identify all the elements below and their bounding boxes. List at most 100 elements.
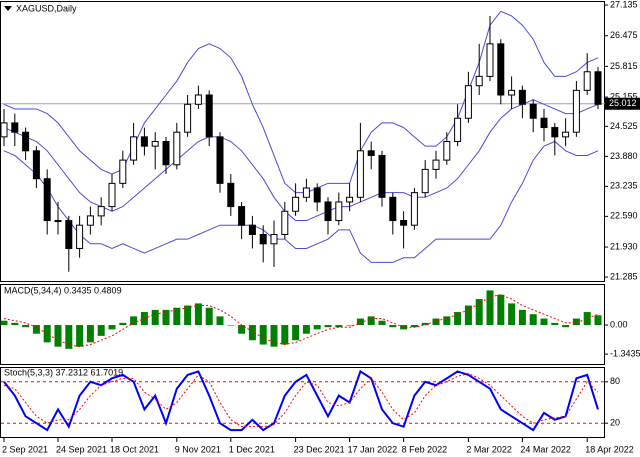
macd-bar <box>54 325 62 347</box>
y-tick-label: 0.00 <box>610 319 628 329</box>
candle-body <box>140 136 148 147</box>
stoch-panel <box>0 367 605 438</box>
macd-bar <box>313 325 321 330</box>
y-tick-label: 25.155 <box>610 91 638 101</box>
y-tick-label: -1.3435 <box>610 348 640 358</box>
macd-bar <box>378 320 386 326</box>
candle-body <box>562 131 570 138</box>
candle-body <box>540 117 548 129</box>
macd-bar <box>281 325 289 345</box>
x-tick-label: 24 Mar 2022 <box>520 444 571 454</box>
candle-body <box>443 141 451 161</box>
candle-body <box>389 196 397 222</box>
macd-bar <box>572 318 580 326</box>
candle-body <box>572 89 580 133</box>
macd-bar <box>130 316 138 326</box>
macd-bar <box>248 325 256 341</box>
candle-body <box>238 206 246 226</box>
macd-bar <box>529 314 537 326</box>
candle-body <box>486 43 494 77</box>
macd-bar <box>11 322 19 326</box>
candle-body <box>173 131 181 166</box>
macd-bar <box>76 325 84 347</box>
macd-bar <box>119 322 127 326</box>
candle-body <box>292 196 300 212</box>
candle-body <box>432 159 440 170</box>
macd-bar <box>292 325 300 341</box>
macd-bar <box>518 309 526 326</box>
macd-bar <box>486 290 494 326</box>
y-tick-label: 23.880 <box>610 151 638 161</box>
macd-bar <box>367 316 375 326</box>
candle-body <box>54 220 62 223</box>
candle-body <box>421 168 429 194</box>
x-tick-label: 18 Oct 2021 <box>110 444 159 454</box>
macd-bar <box>540 318 548 326</box>
macd-bar <box>421 322 429 326</box>
candle-body <box>302 187 310 198</box>
candle-body <box>205 94 213 138</box>
x-tick-label: 8 Feb 2022 <box>402 444 448 454</box>
macd-bar <box>151 309 159 326</box>
candle-body <box>346 196 354 203</box>
menu-icon <box>4 6 12 11</box>
candle-body <box>508 89 516 96</box>
candle-body <box>497 43 505 96</box>
candle-body <box>270 234 278 245</box>
candle-body <box>194 94 202 105</box>
candle-body <box>162 141 170 166</box>
macd-bar <box>32 325 40 334</box>
macd-bar <box>443 316 451 326</box>
candle-body <box>43 178 51 222</box>
macd-bar <box>162 309 170 326</box>
main-panel <box>0 1 605 282</box>
candle-body <box>454 117 462 142</box>
macd-bar <box>475 299 483 326</box>
candle-body <box>594 71 602 105</box>
candle-body <box>356 150 364 198</box>
y-tick-label: 21.930 <box>610 241 638 251</box>
macd-bar <box>259 325 267 345</box>
candle-body <box>184 103 192 133</box>
last-price-label: 25.012 <box>609 98 637 108</box>
stoch-main-line <box>3 369 599 432</box>
candle-body <box>130 136 138 161</box>
band-line <box>3 10 599 194</box>
macd-bar <box>65 325 73 349</box>
candle-body <box>529 103 537 119</box>
macd-bar <box>400 325 408 330</box>
x-tick-label: 18 Apr 2022 <box>585 444 634 454</box>
macd-bar <box>583 312 591 326</box>
macd-bar <box>508 303 516 326</box>
macd-bar <box>410 325 418 328</box>
macd-bar <box>454 312 462 326</box>
y-tick-label: 24.525 <box>610 121 638 131</box>
macd-bar <box>184 305 192 326</box>
macd-bar <box>173 307 181 326</box>
candle-body <box>76 224 84 249</box>
candle-body <box>367 150 375 156</box>
y-tick-label: 23.235 <box>610 181 638 191</box>
x-tick-label: 17 Jan 2022 <box>348 444 398 454</box>
y-tick-label: 20 <box>610 418 620 428</box>
candle-body <box>551 127 559 138</box>
x-tick-label: 23 Dec 2021 <box>294 444 345 454</box>
stoch-title: Stoch(5,3,3) 37.2312 61.7019 <box>4 367 123 377</box>
macd-bar <box>97 325 105 336</box>
candle-body <box>32 150 40 180</box>
macd-bar <box>194 303 202 326</box>
candle-body <box>464 85 472 119</box>
y-tick-label: 80 <box>610 376 620 386</box>
band-line <box>3 140 599 263</box>
x-tick-label: 2 Mar 2022 <box>466 444 512 454</box>
candle-body <box>22 131 30 152</box>
candle-body <box>97 206 105 217</box>
candle-body <box>378 154 386 198</box>
candle-body <box>259 234 267 245</box>
candle-body <box>86 215 94 226</box>
candle-body <box>583 71 591 91</box>
candle-body <box>248 224 256 235</box>
last-price-box <box>605 97 640 110</box>
candle-body <box>475 75 483 87</box>
